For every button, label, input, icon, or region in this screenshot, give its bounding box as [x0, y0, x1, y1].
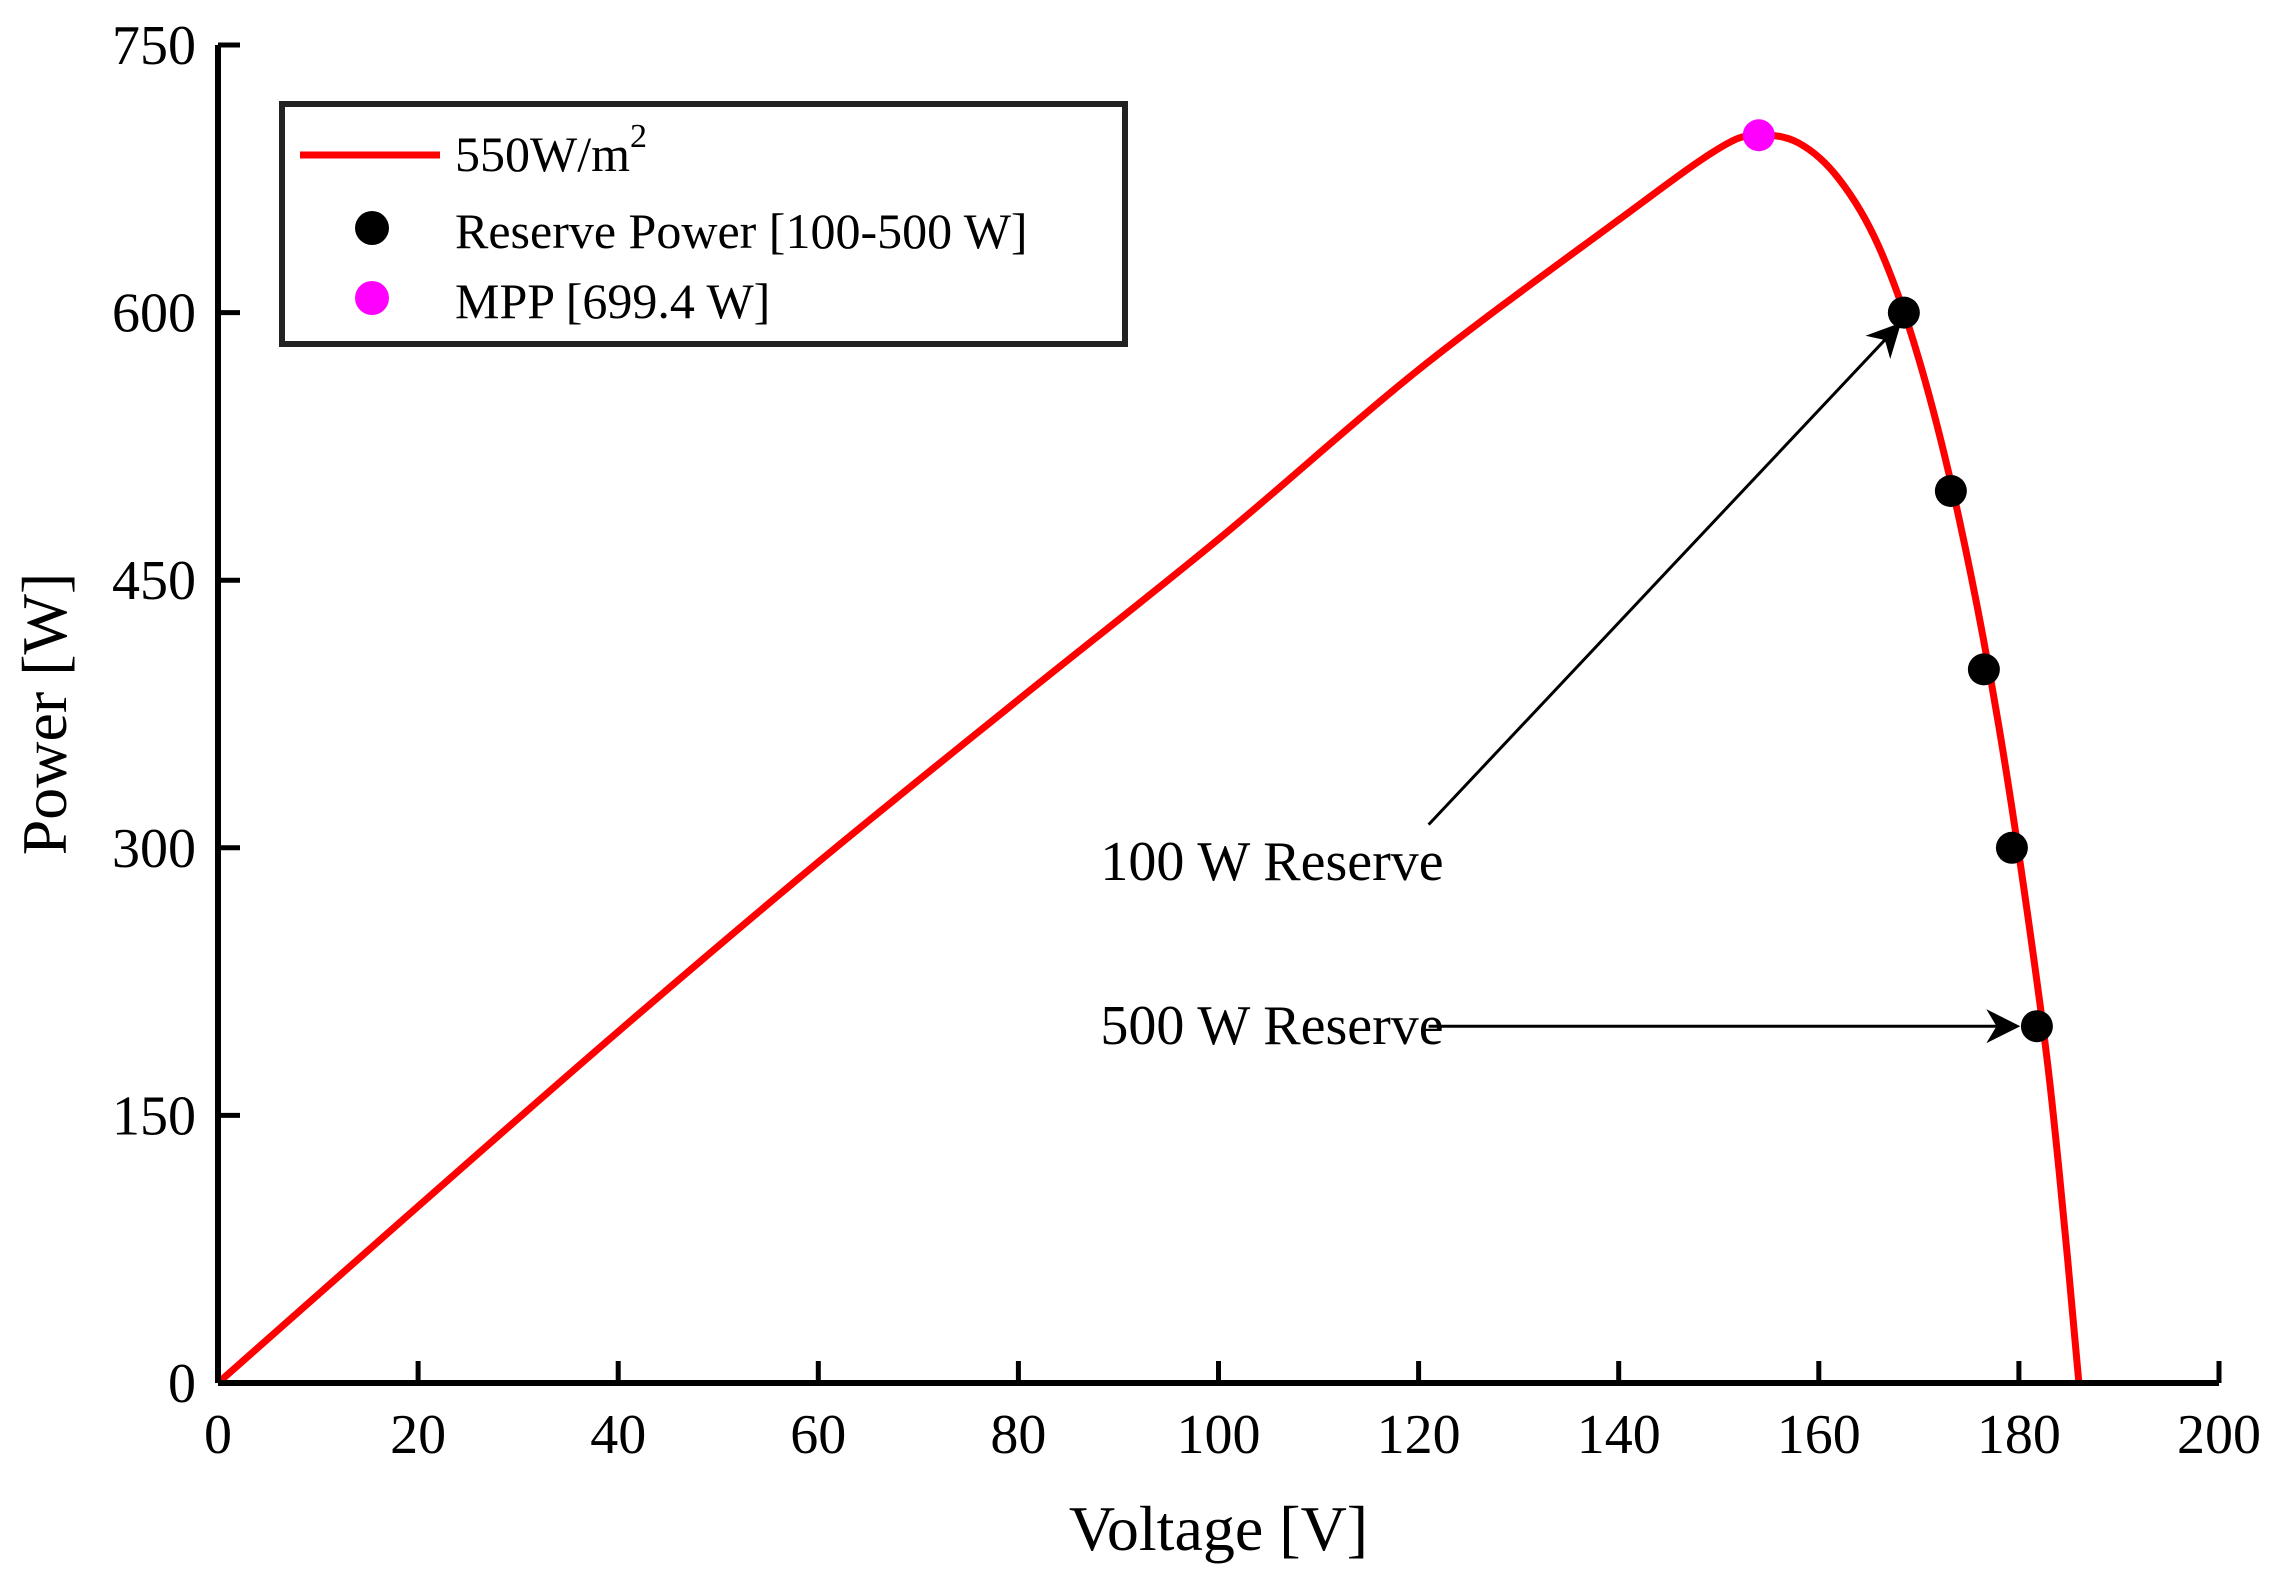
plot-area	[215, 119, 2083, 1386]
annotation-label-1: 500 W Reserve	[1100, 995, 1443, 1057]
x-tick-label-9: 180	[1977, 1404, 2061, 1466]
y-tick-label-4: 600	[112, 283, 196, 345]
legend-box	[279, 101, 1128, 347]
legend-label-0: 550W/m2	[455, 118, 647, 182]
x-tick-label-8: 160	[1777, 1404, 1861, 1466]
legend: 550W/m2 Reserve Power [100-500 W] MPP [699…	[279, 101, 1128, 347]
legend-label-text-1: Reserve Power [100-500 W]	[455, 203, 1028, 259]
annotation-label-0: 100 W Reserve	[1100, 831, 1443, 893]
series-1-point-2	[1967, 653, 2000, 686]
x-axis-label: Voltage [V]	[1069, 1493, 1368, 1564]
x-tick-label-4: 80	[990, 1404, 1046, 1466]
series-1-point-0	[1887, 296, 1920, 329]
y-tick-label-2: 300	[112, 818, 196, 880]
legend-label-1: Reserve Power [100-500 W]	[455, 203, 1028, 259]
x-tick-label-1: 20	[390, 1404, 446, 1466]
legend-label-text-2: MPP [699.4 W]	[455, 273, 770, 329]
axes: 0 20 40 60 80 100 120 140 160 180 200 0 150 300 450 600…	[9, 15, 2261, 1564]
series-2-point-0	[1742, 119, 1775, 152]
legend-label-text-0: 550W/m	[455, 126, 630, 182]
y-tick-label-0: 0	[168, 1353, 196, 1415]
x-tick-label-7: 140	[1577, 1404, 1661, 1466]
y-tick-label-1: 150	[112, 1085, 196, 1147]
series-1-point-1	[1934, 475, 1967, 507]
legend-label-superscript-0: 2	[630, 118, 647, 155]
x-tick-label-2: 40	[590, 1404, 646, 1466]
legend-swatch-2	[355, 281, 389, 315]
x-tick-label-3: 60	[790, 1404, 846, 1466]
legend-swatch-1	[355, 211, 389, 245]
annotations: 100 W Reserve 500 W Reserve	[1100, 322, 2021, 1057]
x-tick-label-6: 120	[1377, 1404, 1461, 1466]
y-tick-label-5: 750	[112, 15, 196, 77]
legend-label-2: MPP [699.4 W]	[455, 273, 770, 329]
series-line-0	[215, 131, 2083, 1386]
x-tick-label-10: 200	[2177, 1404, 2261, 1466]
series-1-point-3	[1995, 831, 2028, 864]
x-tick-label-0: 0	[204, 1404, 232, 1466]
y-axis-label: Power [W]	[9, 573, 80, 856]
y-tick-label-3: 450	[112, 550, 196, 612]
x-tick-label-5: 100	[1177, 1404, 1261, 1466]
series-1-point-4	[2020, 1010, 2053, 1043]
annotation-arrow-0	[1427, 322, 1902, 826]
